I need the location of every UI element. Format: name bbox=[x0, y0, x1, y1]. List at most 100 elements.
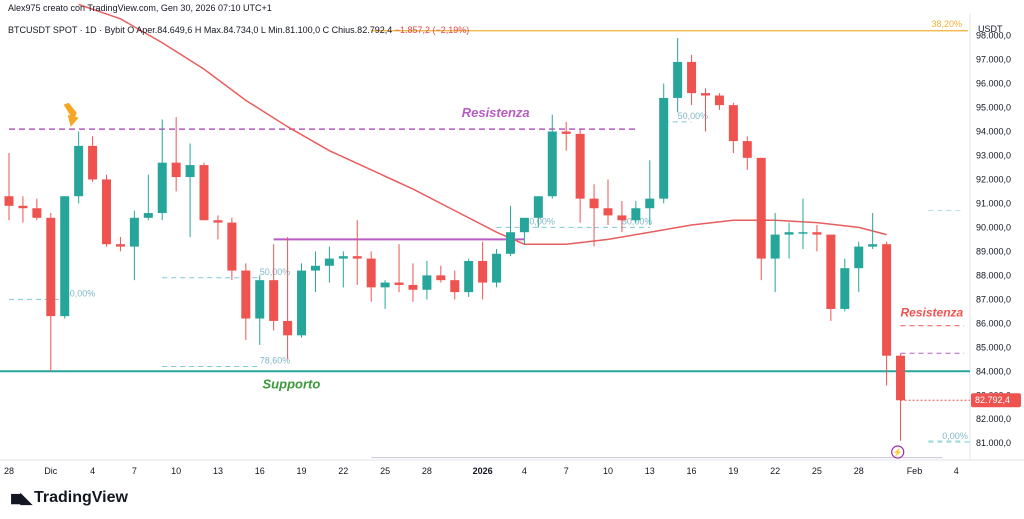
y-tick-label: 85.000,0 bbox=[976, 342, 1011, 352]
candle-body bbox=[18, 205, 28, 209]
candle bbox=[756, 157, 766, 281]
candle-body bbox=[840, 268, 850, 309]
candle bbox=[310, 251, 320, 293]
candle-body bbox=[394, 282, 404, 285]
candle bbox=[478, 241, 488, 300]
fib-382-label: 38,20% bbox=[931, 19, 962, 29]
candle-body bbox=[366, 258, 376, 288]
resistance-right-label: Resistenza bbox=[901, 306, 964, 320]
x-tick-label: 25 bbox=[380, 466, 390, 476]
x-tick-label: 4 bbox=[90, 466, 95, 476]
candle bbox=[547, 114, 557, 199]
fib-level-label: 50,00% bbox=[678, 111, 709, 121]
candle-body bbox=[4, 196, 14, 206]
tradingview-logo[interactable]: ◼◣ TradingView bbox=[10, 489, 128, 507]
x-tick-label: 19 bbox=[297, 466, 307, 476]
candle bbox=[283, 237, 293, 360]
open-value: Aper.84.649,6 bbox=[136, 25, 193, 35]
candle-body bbox=[868, 244, 878, 247]
candle-body bbox=[60, 196, 70, 317]
candle bbox=[561, 121, 571, 151]
candle-body bbox=[589, 198, 599, 209]
candle bbox=[408, 263, 418, 302]
candle-body bbox=[505, 232, 515, 254]
creator-line: Alex975 creato con TradingView.com, Gen … bbox=[8, 3, 272, 13]
candle-body bbox=[324, 258, 334, 266]
x-tick-label: 25 bbox=[812, 466, 822, 476]
fib-level-label: 78,60% bbox=[260, 355, 291, 365]
candle bbox=[74, 131, 84, 204]
candle-body bbox=[88, 145, 98, 180]
candle bbox=[60, 196, 70, 319]
low-label: L bbox=[260, 25, 266, 35]
candle-body bbox=[547, 131, 557, 197]
arrow-marker-icon bbox=[63, 102, 77, 121]
y-tick-label: 93.000,0 bbox=[976, 150, 1011, 160]
x-tick-label: 28 bbox=[422, 466, 432, 476]
candle bbox=[659, 83, 669, 204]
y-tick-label: 82.000,0 bbox=[976, 414, 1011, 424]
candle-body bbox=[896, 355, 906, 401]
candle bbox=[896, 353, 906, 441]
y-tick-label: 89.000,0 bbox=[976, 246, 1011, 256]
candle-body bbox=[422, 275, 432, 290]
candle bbox=[645, 160, 655, 226]
x-tick-label: 22 bbox=[338, 466, 348, 476]
candle bbox=[297, 263, 307, 338]
x-tick-label: 7 bbox=[564, 466, 569, 476]
x-tick-label: 7 bbox=[132, 466, 137, 476]
candle bbox=[227, 217, 237, 281]
candle bbox=[422, 260, 432, 300]
candle-body bbox=[882, 244, 892, 356]
y-tick-label: 91.000,0 bbox=[976, 198, 1011, 208]
high-value: Max.84.734,0 bbox=[203, 25, 259, 35]
candle bbox=[366, 251, 376, 302]
close-value: Chius.82.792,4 bbox=[331, 25, 393, 35]
candle-body bbox=[408, 284, 418, 290]
x-tick-label: 13 bbox=[645, 466, 655, 476]
candle bbox=[394, 244, 404, 293]
candle bbox=[4, 153, 14, 221]
candle-body bbox=[255, 280, 265, 319]
candle-body bbox=[533, 196, 543, 218]
candle bbox=[324, 246, 334, 283]
candle-body bbox=[561, 131, 571, 134]
candle bbox=[826, 234, 836, 321]
brand-name: TradingView bbox=[34, 489, 128, 506]
candle bbox=[770, 213, 780, 293]
candle bbox=[673, 37, 683, 113]
candle-body bbox=[213, 220, 223, 223]
candle bbox=[575, 129, 585, 223]
candle-body bbox=[241, 270, 251, 319]
x-tick-label: 13 bbox=[213, 466, 223, 476]
y-tick-label: 92.000,0 bbox=[976, 174, 1011, 184]
candle bbox=[714, 93, 724, 110]
candle bbox=[185, 143, 195, 237]
close-label: C bbox=[322, 25, 330, 35]
candle-body bbox=[157, 162, 167, 214]
y-tick-label: 86.000,0 bbox=[976, 318, 1011, 328]
candle-body bbox=[854, 246, 864, 269]
candle-body bbox=[269, 280, 279, 321]
candle bbox=[450, 270, 460, 300]
fib-level-label: 50,00% bbox=[65, 288, 96, 298]
candle-body bbox=[129, 217, 139, 247]
last-price-label: 82.792,4 bbox=[975, 395, 1010, 405]
candle bbox=[617, 201, 627, 233]
candle bbox=[436, 265, 446, 283]
low-value: Min.81.100,0 bbox=[268, 25, 321, 35]
tradingview-logo-icon: ◼◣ bbox=[10, 490, 32, 507]
candle-body bbox=[756, 157, 766, 259]
candle-body bbox=[283, 320, 293, 336]
candle bbox=[603, 179, 613, 226]
fib-level-label: 0,00% bbox=[942, 431, 968, 441]
y-tick-label: 94.000,0 bbox=[976, 126, 1011, 136]
candle bbox=[338, 251, 348, 288]
candle-body bbox=[46, 217, 56, 317]
x-tick-label: 16 bbox=[687, 466, 697, 476]
candle-body bbox=[519, 217, 529, 233]
candle-body bbox=[784, 232, 794, 235]
candle bbox=[798, 198, 808, 249]
candle-body bbox=[352, 256, 362, 259]
